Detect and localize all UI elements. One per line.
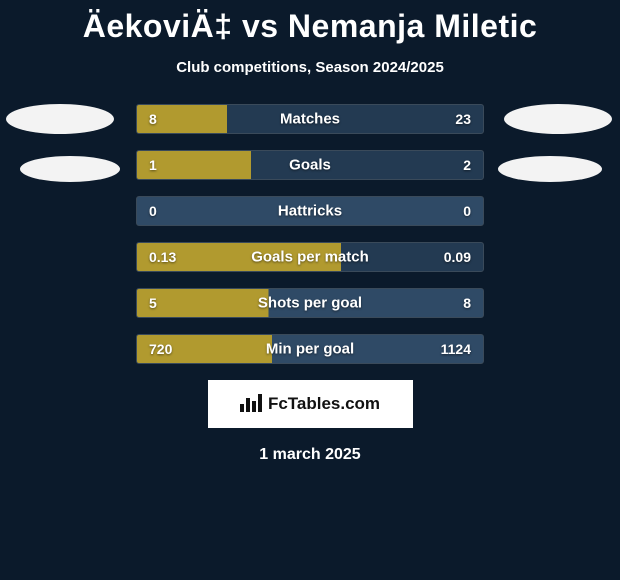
bar-chart-icon bbox=[240, 392, 262, 417]
stat-rows: 8 Matches 23 1 Goals 2 0 Hattricks 0 0.13 Goals pe… bbox=[136, 104, 484, 364]
stat-value-right: 1124 bbox=[441, 341, 471, 357]
stat-value-right: 0 bbox=[463, 203, 471, 219]
fctables-logo: FcTables.com bbox=[208, 380, 413, 428]
stat-value-right: 23 bbox=[455, 111, 471, 127]
comparison-chart: 8 Matches 23 1 Goals 2 0 Hattricks 0 0.13 Goals pe… bbox=[0, 104, 620, 364]
stat-row: 1 Goals 2 bbox=[136, 150, 484, 180]
stat-row: 8 Matches 23 bbox=[136, 104, 484, 134]
stat-value-left: 0 bbox=[149, 203, 157, 219]
stat-value-left: 0.13 bbox=[149, 249, 176, 265]
stat-value-right: 0.09 bbox=[444, 249, 471, 265]
subtitle: Club competitions, Season 2024/2025 bbox=[0, 59, 620, 76]
stat-value-left: 720 bbox=[149, 341, 172, 357]
stat-label: Goals bbox=[289, 157, 331, 174]
stat-row: 720 Min per goal 1124 bbox=[136, 334, 484, 364]
stat-label: Goals per match bbox=[251, 249, 369, 266]
stat-row: 5 Shots per goal 8 bbox=[136, 288, 484, 318]
avatar-oval bbox=[20, 156, 120, 182]
stat-row: 0 Hattricks 0 bbox=[136, 196, 484, 226]
snapshot-date: 1 march 2025 bbox=[0, 446, 620, 464]
stat-label: Shots per goal bbox=[258, 295, 362, 312]
avatar-oval bbox=[498, 156, 602, 182]
stat-value-left: 1 bbox=[149, 157, 157, 173]
stat-row: 0.13 Goals per match 0.09 bbox=[136, 242, 484, 272]
avatar-oval bbox=[504, 104, 612, 134]
stat-value-left: 5 bbox=[149, 295, 157, 311]
stat-label: Min per goal bbox=[266, 341, 354, 358]
stat-value-right: 8 bbox=[463, 295, 471, 311]
avatar-oval bbox=[6, 104, 114, 134]
stat-label: Matches bbox=[280, 111, 340, 128]
stat-value-right: 2 bbox=[463, 157, 471, 173]
stat-label: Hattricks bbox=[278, 203, 342, 220]
stat-value-left: 8 bbox=[149, 111, 157, 127]
logo-text: FcTables.com bbox=[268, 394, 380, 414]
page-title: ÄekoviÄ‡ vs Nemanja Miletic bbox=[0, 0, 620, 45]
